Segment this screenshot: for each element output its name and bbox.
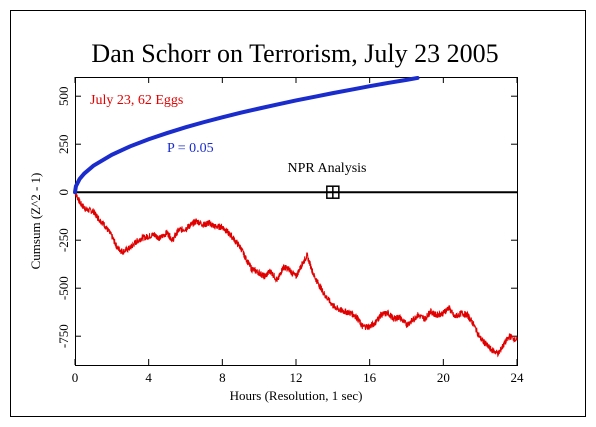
y-tick-label: 250 [56, 134, 71, 154]
event-label: NPR Analysis [288, 161, 367, 176]
page-border [10, 10, 586, 417]
x-tick-label: 0 [72, 370, 79, 385]
x-axis-label: Hours (Resolution, 1 sec) [230, 388, 363, 403]
y-tick-label: 500 [56, 86, 71, 106]
y-tick-label: 0 [56, 189, 71, 196]
y-tick-label: -500 [56, 276, 71, 300]
x-tick-label: 20 [437, 370, 450, 385]
y-axis: -750 -500 -250 0 250 500 [56, 86, 517, 348]
y-tick-label: -750 [56, 324, 71, 348]
y-axis-label: Cumsum (Z^2 - 1) [28, 173, 43, 270]
p-value-label: P = 0.05 [167, 141, 214, 156]
egg-series-line [74, 191, 518, 358]
x-tick-label: 12 [290, 370, 303, 385]
y-tick-label: -250 [56, 228, 71, 252]
plot-area [73, 75, 518, 358]
x-tick-label: 4 [145, 370, 152, 385]
event-marker [326, 185, 340, 199]
x-tick-label: 8 [219, 370, 226, 385]
x-tick-label: 16 [363, 370, 377, 385]
p-envelope-line [73, 75, 420, 195]
x-tick-label: 24 [511, 370, 525, 385]
egg-series-label: July 23, 62 Eggs [90, 93, 183, 108]
chart-title: Dan Schorr on Terrorism, July 23 2005 [91, 39, 498, 68]
plot-frame [75, 77, 518, 366]
x-axis: 0 4 8 12 16 20 24 [72, 77, 524, 385]
